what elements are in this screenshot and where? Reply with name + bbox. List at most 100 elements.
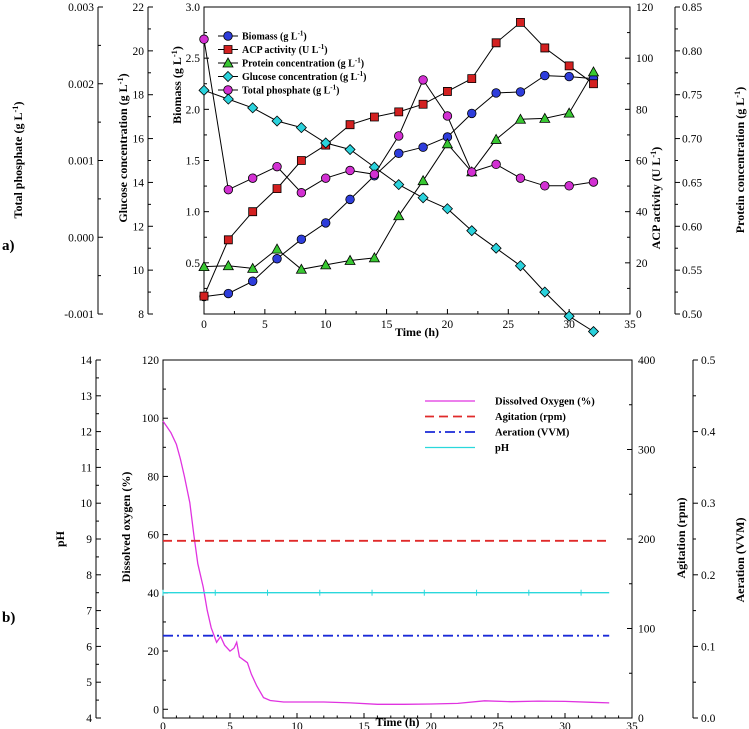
x-tick-label-a: 20 <box>442 319 454 331</box>
acp-tick-label: 60 <box>636 156 648 168</box>
x-tick-label-a: 15 <box>381 319 393 331</box>
protein-tick-label: 0.85 <box>682 2 702 14</box>
data-point-a-3 <box>344 143 356 156</box>
data-point-a-4 <box>223 184 234 195</box>
aeration-tick-label: 0.3 <box>701 498 716 510</box>
aeration-tick-label: 0.5 <box>701 355 716 367</box>
aeration-tick-label: 0.4 <box>701 427 716 439</box>
phosphate-tick-label: 0.000 <box>68 232 94 244</box>
phosphate-tick-label: 0.001 <box>68 156 94 168</box>
phosphate-axis-label: Total phosphate (g L-1) <box>11 102 26 219</box>
legend-marker-a <box>223 85 233 95</box>
panel-label-b: b) <box>2 610 15 626</box>
data-point-a-4 <box>467 167 477 177</box>
legend-label-a: Protein concentration (g L-1) <box>242 57 364 70</box>
data-point-a-4 <box>564 181 574 191</box>
ph-tick-label: 9 <box>86 534 92 546</box>
data-point-a-3 <box>271 115 283 127</box>
do-tick-label: 100 <box>142 413 160 425</box>
data-point-a-4 <box>369 169 380 180</box>
data-point-a-3 <box>247 102 259 114</box>
x-tick-label-b: 20 <box>425 721 437 729</box>
data-point-a-1 <box>589 79 598 89</box>
x-tick-label-a: 0 <box>201 319 207 331</box>
data-point-a-2 <box>368 252 381 263</box>
data-point-a-2 <box>563 107 575 118</box>
acp-axis-label: ACP activity (U L-1) <box>649 147 664 250</box>
glucose-tick-label: 14 <box>133 177 145 189</box>
x-tick-label-a: 25 <box>503 319 515 331</box>
data-point-a-1 <box>223 235 233 245</box>
protein-tick-label: 0.65 <box>682 177 702 189</box>
glucose-tick-label: 16 <box>133 134 145 146</box>
data-point-a-0 <box>394 148 404 159</box>
acp-tick-label: 80 <box>636 104 648 116</box>
data-point-a-4 <box>588 177 599 187</box>
series-line-b-0 <box>162 420 610 705</box>
data-point-a-3 <box>393 179 405 191</box>
legend-label-a: Glucose concentration (g L-1) <box>242 70 366 83</box>
data-point-a-4 <box>296 188 307 198</box>
biomass-tick-label: 3.0 <box>186 2 201 14</box>
data-point-a-2 <box>490 133 502 144</box>
legend-marker-a <box>222 70 234 83</box>
ph-tick-label: 14 <box>81 355 93 367</box>
data-point-a-1 <box>540 43 550 53</box>
ph-tick-label: 8 <box>86 570 92 582</box>
legend-marker-a <box>223 45 233 54</box>
data-point-a-1 <box>418 99 428 109</box>
data-point-a-1 <box>491 38 501 48</box>
glucose-tick-label: 20 <box>133 46 145 58</box>
x-tick-label-a: 30 <box>563 319 575 331</box>
data-point-a-4 <box>345 165 355 176</box>
legend-label-a: ACP activity (U L-1) <box>242 43 328 56</box>
ph-tick-label: 6 <box>86 641 92 653</box>
data-point-a-3 <box>563 310 575 322</box>
data-point-a-2 <box>320 259 332 270</box>
legend-label-b: pH <box>495 443 509 454</box>
ph-tick-label: 10 <box>81 498 93 510</box>
acp-tick-label: 20 <box>636 258 648 270</box>
glucose-tick-label: 8 <box>138 309 144 321</box>
data-point-a-4 <box>272 161 282 172</box>
data-point-a-0 <box>491 88 501 98</box>
data-point-a-3 <box>222 93 234 105</box>
legend-label-a: Total phosphate (g L-1) <box>242 84 339 97</box>
panel-label-a: a) <box>2 238 15 254</box>
biomass-tick-label: 2.5 <box>186 53 201 65</box>
data-point-a-0 <box>272 254 282 264</box>
data-point-a-3 <box>539 286 551 298</box>
ph-tick-label: 12 <box>81 427 93 439</box>
glucose-tick-label: 10 <box>133 265 145 277</box>
acp-tick-label: 100 <box>636 53 654 65</box>
data-point-a-0 <box>223 288 234 299</box>
data-point-a-2 <box>514 113 527 124</box>
data-point-a-2 <box>417 174 429 186</box>
protein-tick-label: 0.70 <box>682 134 702 146</box>
data-point-a-4 <box>247 173 258 183</box>
data-point-a-2 <box>247 262 259 273</box>
x-tick-label-b: 5 <box>227 721 233 729</box>
data-point-a-4 <box>515 173 526 183</box>
agitation-tick-label: 200 <box>638 534 656 546</box>
biomass-axis-label: Biomass (g L-1) <box>170 46 185 124</box>
data-point-a-2 <box>393 209 405 221</box>
biomass-tick-label: 1.5 <box>186 156 201 168</box>
data-point-a-0 <box>345 194 355 205</box>
agitation-axis-label: Agitation (rpm) <box>674 498 688 579</box>
glucose-axis-label: Glucose concentration (g L-1) <box>116 73 131 222</box>
data-point-a-1 <box>443 87 452 96</box>
glucose-tick-label: 12 <box>133 221 145 233</box>
data-point-a-1 <box>516 17 525 27</box>
agitation-tick-label: 400 <box>638 355 656 367</box>
protein-tick-label: 0.60 <box>682 221 702 233</box>
data-point-a-1 <box>199 291 209 301</box>
data-point-a-4 <box>394 131 404 141</box>
biomass-tick-label: 0.5 <box>186 258 201 270</box>
legend-marker-a <box>223 31 233 41</box>
data-point-a-4 <box>199 34 209 44</box>
legend-label-b: Dissolved Oxygen (%) <box>495 397 595 408</box>
do-tick-label: 20 <box>148 646 160 658</box>
ph-tick-label: 13 <box>81 391 93 403</box>
data-point-a-0 <box>467 108 477 119</box>
